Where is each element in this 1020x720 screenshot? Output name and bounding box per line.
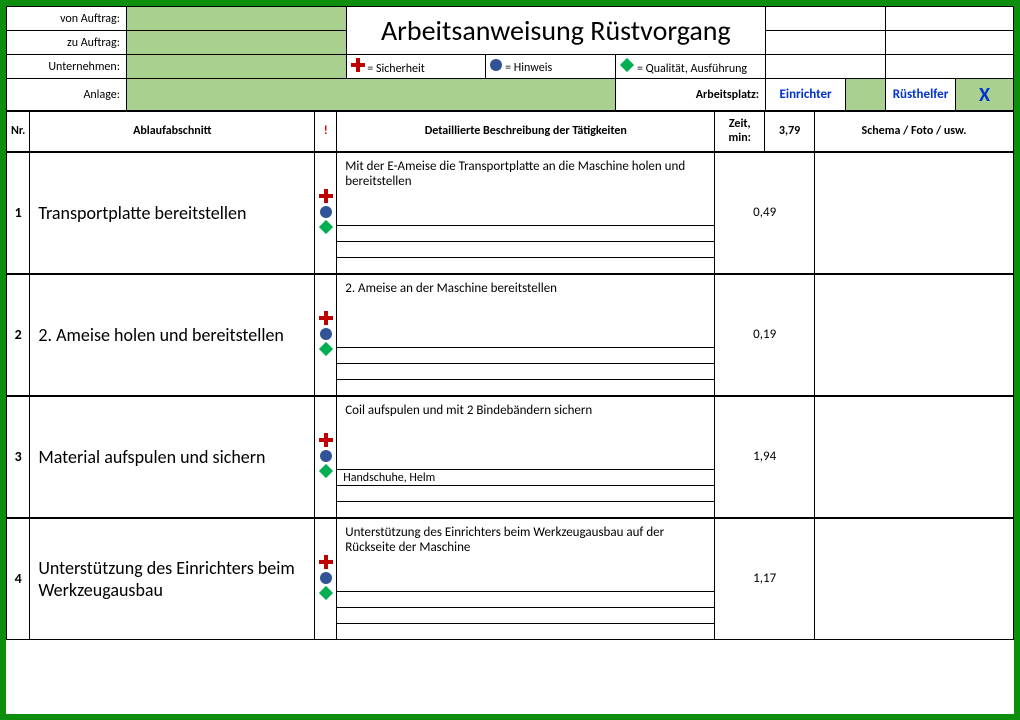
col-nr: Nr. <box>7 112 30 152</box>
role-einrichter[interactable]: Einrichter <box>766 79 846 111</box>
role-ruesthelfer[interactable]: Rüsthelfer <box>886 79 956 111</box>
step-note-line[interactable] <box>337 364 715 380</box>
step-name: 2. Ameise holen und bereitstellen <box>30 274 315 396</box>
plus-icon <box>319 433 333 447</box>
step-time: 0,19 <box>715 274 815 396</box>
step-icon-column <box>315 518 337 640</box>
field-anlage[interactable] <box>126 79 615 111</box>
circle-icon <box>320 450 332 462</box>
step-description: Coil aufspulen und mit 2 Bindebändern si… <box>337 396 715 470</box>
step-schema <box>815 518 1014 640</box>
legend-hinweis-text: = Hinweis <box>505 61 552 75</box>
field-von-auftrag[interactable] <box>126 7 346 31</box>
legend-qualitaet: = Qualität, Ausführung <box>616 55 766 79</box>
step-nr: 1 <box>7 152 30 274</box>
step-safety-line[interactable] <box>337 226 715 242</box>
step-schema <box>815 274 1014 396</box>
step-name: Transportplatte bereitstellen <box>30 152 315 274</box>
step-quality-line[interactable] <box>337 502 715 518</box>
circle-icon <box>320 328 332 340</box>
col-zeit: Zeit, min: <box>715 112 765 152</box>
col-abschnitt: Ablaufabschnitt <box>30 112 315 152</box>
col-beschreibung: Detaillierte Beschreibung der Tätigkeite… <box>337 112 715 152</box>
step-note-line[interactable] <box>337 486 715 502</box>
blank-top-6 <box>886 55 1014 79</box>
step-name: Material aufspulen und sichern <box>30 396 315 518</box>
field-zu-auftrag[interactable] <box>126 31 346 55</box>
blank-top-3 <box>766 31 886 55</box>
field-einrichter-mark[interactable] <box>846 79 886 111</box>
label-unternehmen: Unternehmen: <box>7 55 127 79</box>
blank-top-1 <box>766 7 886 31</box>
header-table: von Auftrag: Arbeitsanweisung Rüstvorgan… <box>6 6 1014 111</box>
step-note-line[interactable] <box>337 242 715 258</box>
diamond-icon <box>319 220 333 234</box>
step-schema <box>815 152 1014 274</box>
step-nr: 3 <box>7 396 30 518</box>
legend-qualitaet-text: = Qualität, Ausführung <box>637 62 747 76</box>
plus-icon <box>351 58 365 72</box>
step-nr: 4 <box>7 518 30 640</box>
col-schema: Schema / Foto / usw. <box>815 112 1014 152</box>
worksheet: von Auftrag: Arbeitsanweisung Rüstvorgan… <box>0 0 1020 720</box>
label-anlage: Anlage: <box>7 79 127 111</box>
role-x[interactable]: X <box>956 79 1014 111</box>
blank-top-5 <box>766 55 886 79</box>
step-quality-line[interactable] <box>337 380 715 396</box>
step-icon-column <box>315 274 337 396</box>
step-quality-line[interactable] <box>337 624 715 640</box>
label-von-auftrag: von Auftrag: <box>7 7 127 31</box>
circle-icon <box>320 572 332 584</box>
label-arbeitsplatz: Arbeitsplatz: <box>616 79 766 111</box>
diamond-icon <box>620 57 634 71</box>
step-time: 0,49 <box>715 152 815 274</box>
legend-sicherheit-text: = Sicherheit <box>367 62 425 76</box>
legend-sicherheit: = Sicherheit <box>346 55 486 79</box>
step-time: 1,17 <box>715 518 815 640</box>
circle-icon <box>320 206 332 218</box>
step-note-line[interactable] <box>337 608 715 624</box>
blank-top-4 <box>886 31 1014 55</box>
step-safety-line[interactable]: Handschuhe, Helm <box>337 470 715 486</box>
label-zu-auftrag: zu Auftrag: <box>7 31 127 55</box>
step-nr: 2 <box>7 274 30 396</box>
circle-icon <box>490 59 502 71</box>
legend-hinweis: = Hinweis <box>486 55 616 79</box>
col-zeit-total: 3,79 <box>765 112 815 152</box>
step-description: 2. Ameise an der Maschine bereitstellen <box>337 274 715 348</box>
diamond-icon <box>319 586 333 600</box>
step-time: 1,94 <box>715 396 815 518</box>
plus-icon <box>319 311 333 325</box>
document-title: Arbeitsanweisung Rüstvorgang <box>346 7 766 55</box>
plus-icon <box>319 555 333 569</box>
step-description: Mit der E-Ameise die Transportplatte an … <box>337 152 715 226</box>
step-icon-column <box>315 396 337 518</box>
step-quality-line[interactable] <box>337 258 715 274</box>
step-safety-line[interactable] <box>337 592 715 608</box>
plus-icon <box>319 189 333 203</box>
blank-top-2 <box>886 7 1014 31</box>
step-schema <box>815 396 1014 518</box>
step-icon-column <box>315 152 337 274</box>
field-unternehmen[interactable] <box>126 55 346 79</box>
diamond-icon <box>319 464 333 478</box>
step-description: Unterstützung des Einrichters beim Werkz… <box>337 518 715 592</box>
step-safety-line[interactable] <box>337 348 715 364</box>
col-bang: ! <box>315 112 337 152</box>
step-name: Unterstützung des Einrichters beim Werkz… <box>30 518 315 640</box>
body-table: Nr. Ablaufabschnitt ! Detaillierte Besch… <box>6 111 1014 640</box>
diamond-icon <box>319 342 333 356</box>
